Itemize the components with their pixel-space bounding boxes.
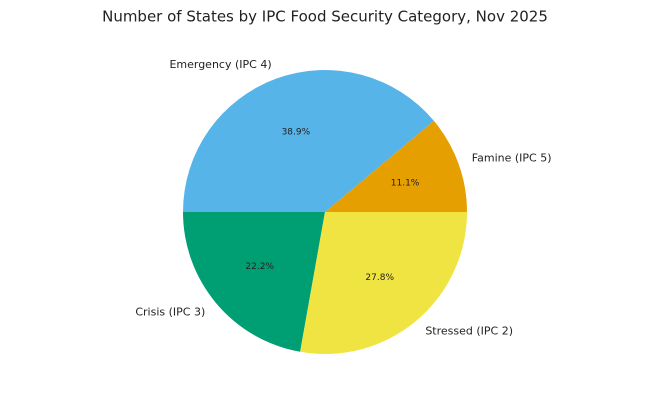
pie-slice [325, 120, 467, 212]
chart-title: Number of States by IPC Food Security Ca… [102, 8, 548, 26]
percent-label: 27.8% [365, 273, 394, 283]
slice-label: Stressed (IPC 2) [425, 325, 513, 338]
slice-label: Emergency (IPC 4) [169, 58, 271, 71]
pie-slice [183, 212, 325, 352]
percent-label: 38.9% [282, 127, 311, 137]
slice-label: Famine (IPC 5) [472, 152, 552, 165]
pie-slice [300, 212, 467, 354]
pie-slice [183, 69, 434, 212]
percent-label: 22.2% [245, 262, 274, 272]
percent-label: 11.1% [391, 178, 420, 188]
slice-label: Crisis (IPC 3) [135, 305, 205, 318]
